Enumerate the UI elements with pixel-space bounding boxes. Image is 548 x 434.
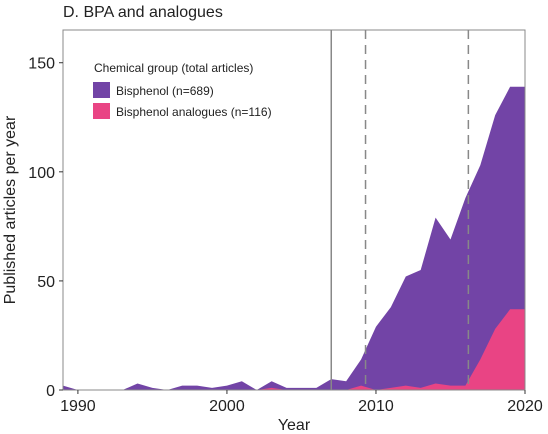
plot-frame xyxy=(62,29,526,391)
y-tick-label: 0 xyxy=(46,383,55,400)
x-tick-label: 2000 xyxy=(209,398,245,415)
legend: Chemical group (total articles) Bispheno… xyxy=(93,61,272,119)
y-axis-title: Published articles per year xyxy=(2,115,19,304)
x-tick-label: 2020 xyxy=(507,398,543,415)
area-bisphenol-analogues xyxy=(63,309,525,390)
legend-swatch-bisphenol-analogues xyxy=(93,103,110,119)
chart-title: D. BPA and analogues xyxy=(63,4,223,21)
y-tick-label: 150 xyxy=(28,56,55,73)
x-axis-title: Year xyxy=(278,417,311,434)
legend-swatch-bisphenol xyxy=(93,82,110,98)
y-axis: 0 50 100 150 xyxy=(28,56,63,400)
y-tick-label: 100 xyxy=(28,165,55,182)
legend-title: Chemical group (total articles) xyxy=(94,61,253,75)
legend-label-bisphenol: Bisphenol (n=689) xyxy=(116,84,214,98)
x-axis: 1990 2000 2010 2020 xyxy=(60,390,543,415)
x-tick-label: 2010 xyxy=(358,398,394,415)
x-tick-label: 1990 xyxy=(60,398,96,415)
y-tick-label: 50 xyxy=(37,274,55,291)
area-bisphenol xyxy=(63,86,525,390)
legend-label-bisphenol-analogues: Bisphenol analogues (n=116) xyxy=(116,105,272,119)
plot-area xyxy=(63,30,525,390)
